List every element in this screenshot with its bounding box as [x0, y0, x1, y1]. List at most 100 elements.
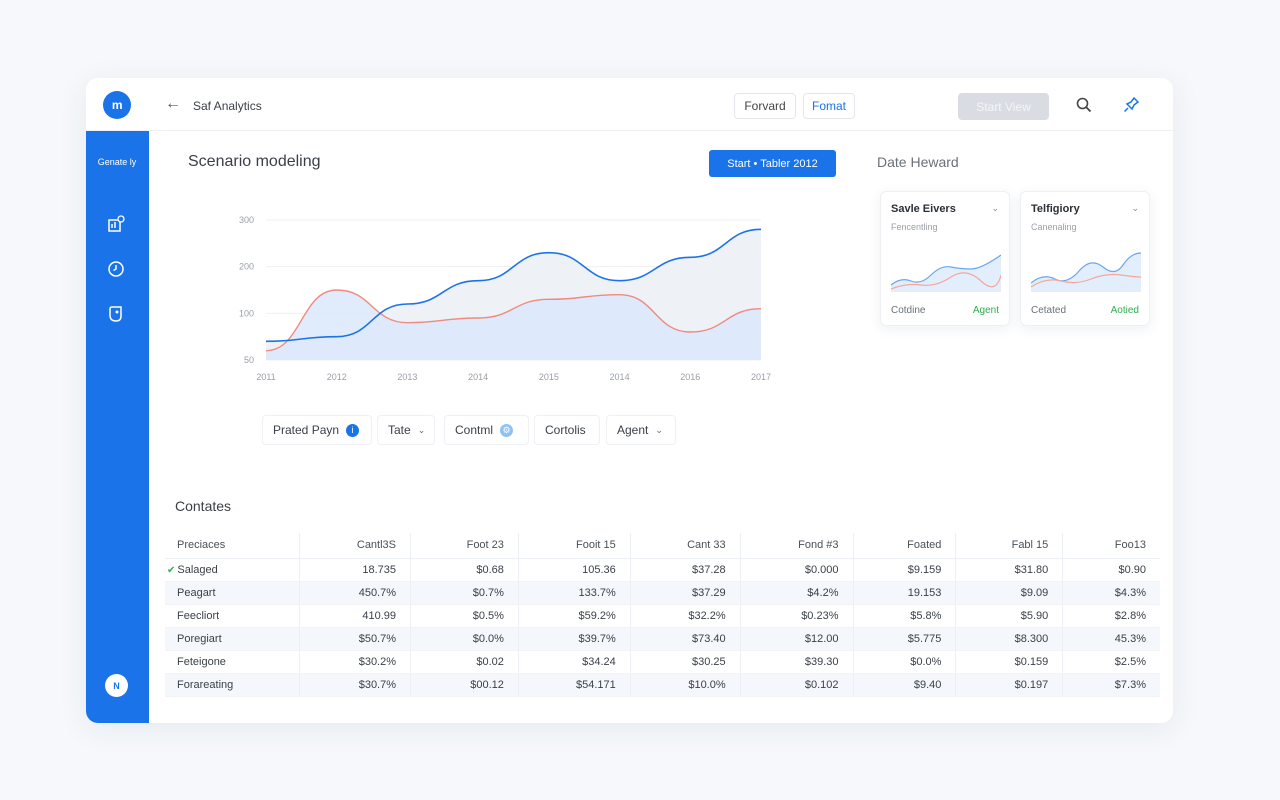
column-header[interactable]: Foated [852, 533, 956, 559]
clock-icon[interactable] [105, 258, 127, 280]
x-tick-label: 2011 [256, 372, 275, 382]
sidebar-brand[interactable]: Genate ly [97, 157, 137, 167]
avatar[interactable]: N [105, 674, 128, 697]
table-row[interactable]: Feteigone $30.2% $0.02 $34.24 $30.25 $39.30 $0… [165, 650, 1160, 674]
table-row[interactable]: Forareating $30.7% $00.12 $54.171 $10.0% $0.1… [165, 673, 1160, 697]
filter-prated-payn[interactable]: Prated Payn i [262, 415, 372, 445]
summary-card[interactable]: Telfigiory ⌄ Canenaling Cetated Aotied [1020, 191, 1150, 326]
forward-button[interactable]: Forvard [734, 93, 796, 119]
x-tick-label: 2014 [610, 372, 630, 382]
table-cell: 450.7% [299, 581, 411, 605]
table-cell: $32.2% [629, 604, 741, 628]
chevron-down-icon: ⌄ [417, 424, 426, 435]
arrow-left-icon[interactable]: ← [165, 95, 181, 112]
table-cell: $0.197 [955, 673, 1063, 697]
table-cell: $5.775 [852, 627, 956, 651]
table-cell: 18.735 [299, 558, 411, 582]
table-cell: $9.09 [955, 581, 1063, 605]
filter-tate[interactable]: Tate ⌄ [377, 415, 435, 445]
x-tick-label: 2012 [327, 372, 347, 382]
start-table-button[interactable]: Start • Tabler 2012 [709, 150, 836, 177]
table-cell: Poregiart [165, 627, 300, 651]
filter-contml[interactable]: Contml ⚙ [444, 415, 529, 445]
table-cell: $30.7% [299, 673, 411, 697]
table-cell: $9.40 [852, 673, 956, 697]
card-subtitle: Canenaling [1031, 222, 1077, 232]
table-header-row: Preciaces Cantl3S Foot 23 Fooit 15 Cant 33 Fo… [165, 533, 1160, 559]
table-cell: Feteigone [165, 650, 300, 674]
filter-label: Cortolis [545, 423, 586, 437]
start-view-button[interactable]: Start View [958, 93, 1049, 120]
chart-add-icon[interactable] [105, 213, 127, 235]
chevron-down-icon: ⌄ [655, 424, 663, 435]
table-cell: $8.300 [955, 627, 1063, 651]
column-header[interactable]: Fooit 15 [517, 533, 631, 559]
table-cell: $10.0% [629, 673, 741, 697]
pin-icon[interactable] [1121, 95, 1141, 115]
sidebar: Genate ly N [86, 131, 149, 723]
chevron-down-icon[interactable]: ⌄ [991, 203, 999, 213]
card-subtitle: Fencentling [891, 222, 938, 232]
table-row[interactable]: Feecliort 410.99 $0.5% $59.2% $32.2% $0.23% $5… [165, 604, 1160, 628]
column-header[interactable]: Cant 33 [629, 533, 741, 559]
table-cell: $34.24 [517, 650, 631, 674]
right-panel-title: Date Heward [877, 154, 959, 170]
table-title: Contates [175, 498, 232, 514]
table-cell: $0.102 [739, 673, 853, 697]
table-cell: $4.3% [1062, 581, 1160, 605]
x-tick-label: 2014 [468, 372, 488, 382]
card-title: Savle Eivers [891, 203, 956, 215]
filter-label: Tate [388, 423, 411, 437]
sparkline [891, 254, 1001, 292]
y-tick-label: 50 [244, 355, 254, 365]
column-header[interactable]: Fond #3 [739, 533, 853, 559]
table-cell: $37.29 [629, 581, 741, 605]
card-footer-right: Aotied [1110, 305, 1139, 316]
filter-label: Agent [617, 423, 649, 437]
x-tick-label: 2017 [751, 372, 771, 382]
app-logo[interactable]: m [103, 91, 131, 119]
column-header[interactable]: Cantl3S [299, 533, 411, 559]
table-cell: $0.000 [739, 558, 853, 582]
table-cell: $0.0% [852, 650, 956, 674]
table-row[interactable]: Poregiart $50.7% $0.0% $39.7% $73.40 $12.00 $5… [165, 627, 1160, 651]
table-cell: $30.25 [629, 650, 741, 674]
table-cell: $00.12 [410, 673, 519, 697]
x-tick-label: 2015 [539, 372, 559, 382]
column-header[interactable]: Preciaces [165, 533, 300, 559]
y-tick-label: 100 [239, 308, 254, 318]
table-cell: 133.7% [517, 581, 631, 605]
filter-agent[interactable]: Agent ⌄ [606, 415, 676, 445]
table-cell: $2.5% [1062, 650, 1160, 674]
column-header[interactable]: Foo13 [1062, 533, 1160, 559]
format-button[interactable]: Fomat [803, 93, 855, 119]
settings-icon: ⚙ [500, 423, 514, 437]
series-area [266, 290, 761, 360]
table-cell: $4.2% [739, 581, 853, 605]
column-header[interactable]: Foot 23 [410, 533, 519, 559]
x-tick-label: 2013 [397, 372, 417, 382]
chart-title: Scenario modeling [188, 153, 321, 170]
table-row[interactable]: Peagart 450.7% $0.7% 133.7% $37.29 $4.2% 19.15… [165, 581, 1160, 605]
table-cell: $0.7% [410, 581, 519, 605]
filter-cortolis[interactable]: Cortolis [534, 415, 600, 445]
table-cell: Forareating [165, 673, 300, 697]
chevron-down-icon[interactable]: ⌄ [1131, 203, 1139, 213]
table-cell: $5.90 [955, 604, 1063, 628]
table-cell: $39.30 [739, 650, 853, 674]
table-cell: $0.90 [1062, 558, 1160, 582]
table-cell: $2.8% [1062, 604, 1160, 628]
search-icon[interactable] [1074, 95, 1094, 115]
column-header[interactable]: Fabl 15 [955, 533, 1063, 559]
sparkline [1031, 252, 1141, 292]
summary-card[interactable]: Savle Eivers ⌄ Fencentling Cotdine Agent [880, 191, 1010, 326]
table-cell: $9.159 [852, 558, 956, 582]
table-cell: 19.153 [852, 581, 956, 605]
table-cell: $7.3% [1062, 673, 1160, 697]
table-cell: $5.8% [852, 604, 956, 628]
tag-icon[interactable] [105, 303, 127, 325]
table-row[interactable]: ✔ Salaged 18.735 $0.68 105.36 $37.28 $0.000 $9.… [165, 558, 1160, 582]
table-cell: $54.171 [517, 673, 631, 697]
table-cell: 410.99 [299, 604, 411, 628]
